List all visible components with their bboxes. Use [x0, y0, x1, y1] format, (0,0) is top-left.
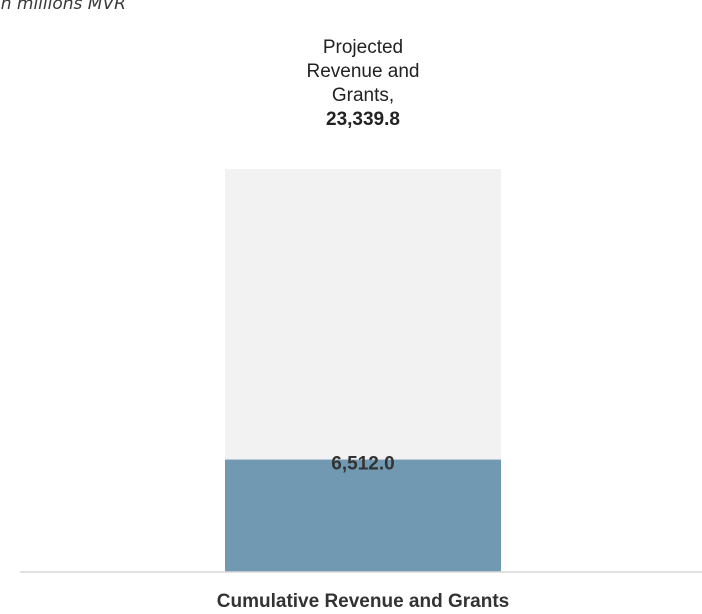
unit-label: in millions MVR: [0, 0, 126, 14]
annotation-value-projected: 23,339.8: [326, 109, 400, 130]
category-label: Cumulative Revenue and Grants: [217, 591, 509, 612]
annotation-line-1: Projected: [323, 37, 403, 58]
value-label-actual: 6,512.0: [331, 454, 394, 475]
annotation-line-2: Revenue and: [306, 61, 419, 82]
bar-actual: [225, 459, 501, 572]
annotation-line-3: Grants,: [332, 85, 394, 106]
